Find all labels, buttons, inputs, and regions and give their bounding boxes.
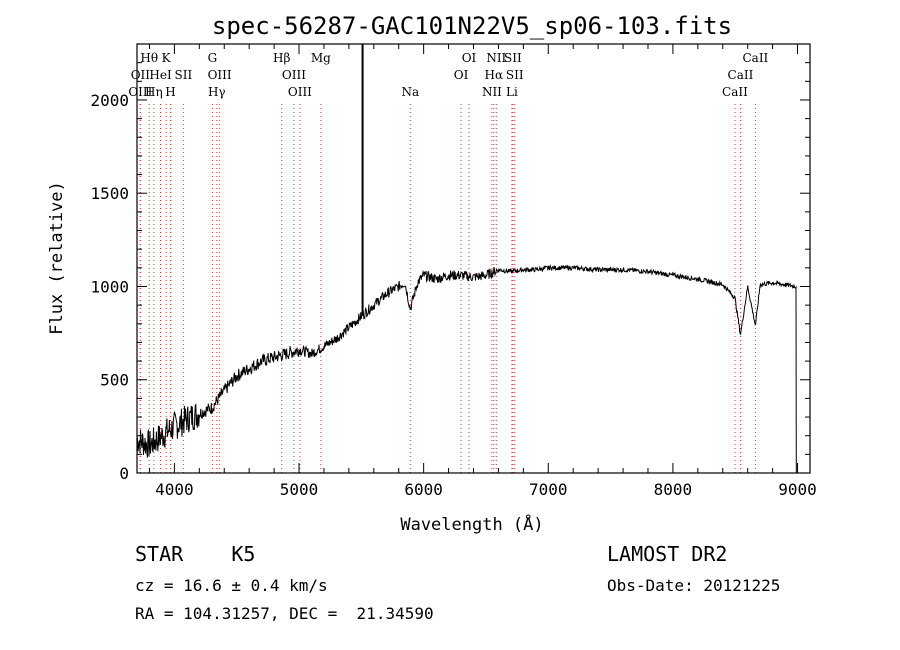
spectral-line-label: OI [462,51,477,65]
spectral-line-label: OIII [282,68,306,82]
spectral-line-label: Hθ [140,51,158,65]
spectral-line-label: Hβ [273,51,290,65]
x-axis-label: Wavelength (Å) [400,513,543,535]
spectral-line-label: H [165,85,175,99]
x-tick-label: 4000 [155,480,194,499]
spectral-line-label: CaII [728,68,754,82]
y-tick-label: 1500 [90,184,129,203]
obs-date: Obs-Date: 20121225 [607,576,781,595]
spectral-line-label: Mg [311,51,331,65]
y-tick-label: 0 [119,464,129,483]
spectral-line-label: Hγ [208,85,226,99]
spectral-line-label: CaII [742,51,768,65]
x-tick-label: 9000 [778,480,817,499]
x-tick-label: 6000 [404,480,443,499]
plot-area [136,43,811,474]
spectral-line-label: SII [175,68,193,82]
spectral-line-label: OIII [128,85,152,99]
spectral-line-label: CaII [722,85,748,99]
redshift-cz: cz = 16.6 ± 0.4 km/s [135,576,328,595]
object-class: STAR K5 [135,542,256,566]
spectral-line-label: K [162,51,172,65]
spectral-line-label: Hα [485,68,504,82]
spectral-line-label: OI [454,68,469,82]
y-tick-label: 1000 [90,277,129,296]
spectral-line-label: Na [401,85,419,99]
spectral-line-label: NII [482,85,502,99]
spectral-line-label: SII [506,68,524,82]
chart-title: spec-56287-GAC101N22V5_sp06-103.fits [212,12,732,40]
x-tick-label: 5000 [280,480,319,499]
spectral-line-label: OII [131,68,151,82]
spectral-line-label: SII [504,51,522,65]
spectral-line-label: OIII [288,85,312,99]
x-tick-label: 7000 [529,480,568,499]
plot-frame [136,43,811,474]
spectral-line-label: NII [486,51,506,65]
spectral-line-label: OIII [208,68,232,82]
ra-dec: RA = 104.31257, DEC = 21.34590 [135,604,434,623]
spectrum-line [136,264,797,474]
spectral-line-label: HeI [149,68,172,82]
x-tick-label: 8000 [654,480,693,499]
y-tick-label: 2000 [90,91,129,110]
spectral-line-label: Li [506,85,518,99]
spectral-line-label: Hη [145,85,163,99]
survey-name: LAMOST DR2 [607,542,728,566]
y-axis-label: Flux (relative) [47,181,67,335]
spectral-line-label: G [208,51,218,65]
y-tick-label: 500 [100,371,129,390]
axis-ticks: 4000 5000 6000 7000 8000 9000 0 500 1000 1500 2000 [90,44,817,499]
